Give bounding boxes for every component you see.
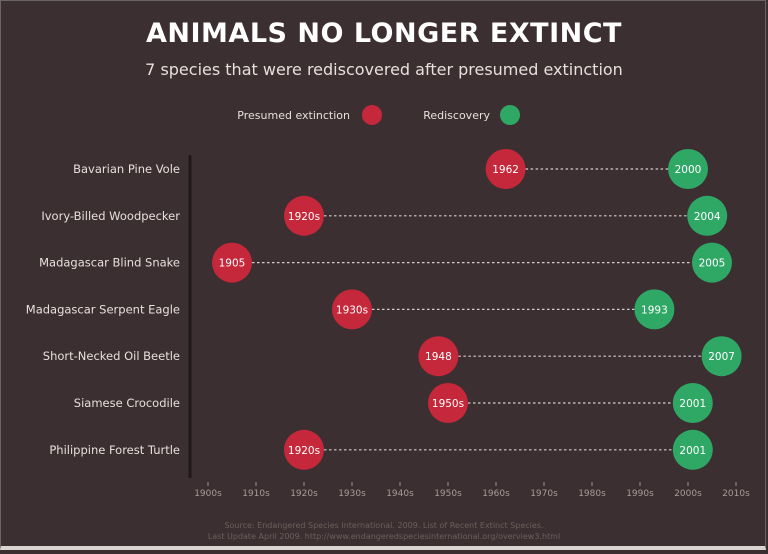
x-tick-label: 1980s (578, 489, 606, 499)
extinction-point (418, 336, 459, 377)
rediscovery-label: 2004 (694, 211, 721, 223)
rediscovery-point (687, 195, 728, 236)
species-label: Madagascar Blind Snake (39, 256, 180, 270)
legend-label: Rediscovery (423, 109, 490, 122)
legend-swatch (500, 105, 520, 125)
rediscovery-label: 2000 (675, 164, 702, 176)
x-tick-label: 1950s (434, 489, 462, 499)
rediscovery-label: 2007 (708, 351, 735, 363)
x-tick-label: 1910s (242, 489, 270, 499)
extinction-point (284, 195, 324, 236)
species-label: Bavarian Pine Vole (73, 162, 180, 176)
rediscovery-point (692, 242, 732, 283)
rediscovery-label: 2005 (699, 258, 726, 270)
species-label: Ivory-Billed Woodpecker (41, 209, 180, 223)
extinction-label: 1948 (425, 351, 452, 363)
x-tick-label: 1930s (338, 489, 366, 499)
extinction-point (332, 289, 372, 330)
extinction-label: 1920s (288, 445, 320, 457)
rediscovery-label: 2001 (679, 398, 706, 410)
x-tick-label: 1970s (530, 489, 558, 499)
rediscovery-label: 1993 (641, 304, 668, 316)
x-tick-label: 1960s (482, 489, 510, 499)
species-label: Philippine Forest Turtle (49, 443, 180, 457)
x-tick-label: 2010s (722, 489, 750, 499)
species-label: Siamese Crocodile (74, 396, 180, 410)
legend-swatch (362, 105, 382, 125)
rediscovery-point (672, 429, 713, 470)
x-tick-label: 1990s (626, 489, 654, 499)
extinction-label: 1930s (336, 304, 368, 316)
rediscovery-label: 2001 (679, 445, 706, 457)
extinction-point (428, 383, 468, 423)
species-label: Short-Necked Oil Beetle (43, 349, 180, 363)
x-tick-label: 1900s (194, 489, 222, 499)
x-tick-label: 1940s (386, 489, 414, 499)
x-tick-label: 1920s (290, 489, 318, 499)
footer-source: Source: Endangered Species International… (224, 521, 544, 530)
chart-subtitle: 7 species that were rediscovered after p… (145, 60, 623, 79)
chart-title: ANIMALS NO LONGER EXTINCT (146, 18, 622, 49)
rediscovery-point (701, 336, 742, 377)
species-label: Madagascar Serpent Eagle (26, 302, 180, 316)
x-tick-label: 2000s (674, 489, 702, 499)
extinction-label: 1962 (492, 164, 519, 176)
extinction-label: 1905 (219, 258, 246, 270)
extinction-point (284, 429, 324, 470)
extinction-point (485, 149, 526, 189)
extinction-label: 1950s (432, 398, 464, 410)
footer-update: Last Update April 2009. http://www.endan… (207, 532, 561, 541)
rediscovery-point (634, 289, 675, 330)
extinction-point (212, 242, 252, 283)
extinction-label: 1920s (288, 211, 320, 223)
legend-label: Presumed extinction (237, 109, 350, 122)
rediscovery-point (668, 149, 708, 189)
rediscovery-point (672, 383, 713, 423)
